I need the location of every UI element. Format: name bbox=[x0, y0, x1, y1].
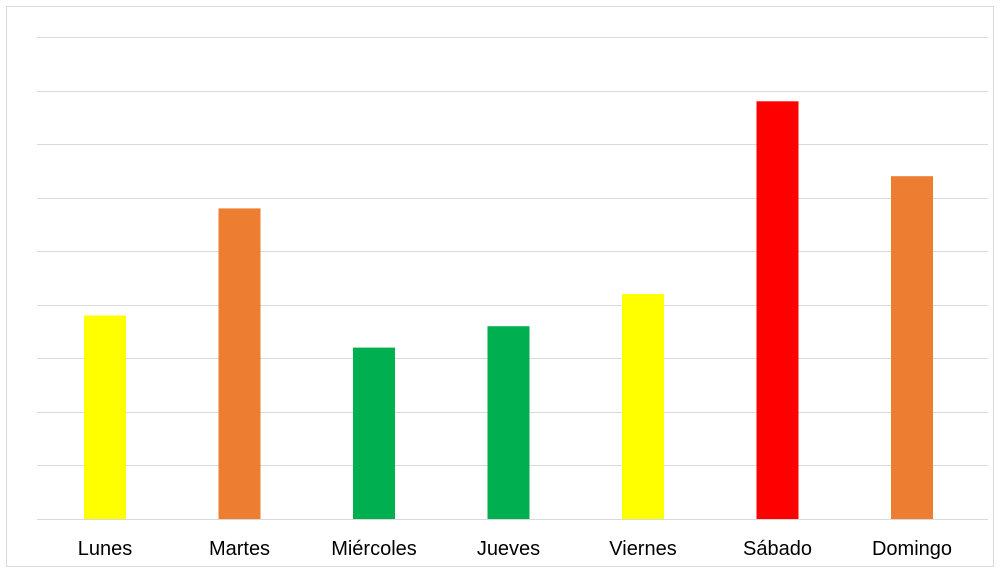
bar-viernes bbox=[622, 294, 664, 519]
x-tick-label: Sábado bbox=[743, 538, 812, 560]
bars bbox=[84, 101, 933, 520]
bar-jueves bbox=[487, 326, 530, 519]
x-tick-label: Lunes bbox=[78, 538, 133, 560]
bar-lunes bbox=[84, 315, 126, 519]
x-tick-label: Miércoles bbox=[331, 538, 417, 560]
bar-domingo bbox=[891, 176, 933, 519]
x-tick-label: Jueves bbox=[477, 538, 540, 560]
x-axis-labels: Lunes Martes Miércoles Jueves Viernes Sábado D… bbox=[78, 538, 952, 560]
x-tick-label: Viernes bbox=[609, 538, 676, 560]
gridlines bbox=[37, 37, 988, 520]
bar-sábado bbox=[756, 101, 799, 520]
x-tick-label: Martes bbox=[209, 538, 270, 560]
bar-martes bbox=[218, 208, 261, 519]
x-tick-label: Domingo bbox=[872, 538, 952, 560]
bar-miércoles bbox=[353, 347, 395, 519]
